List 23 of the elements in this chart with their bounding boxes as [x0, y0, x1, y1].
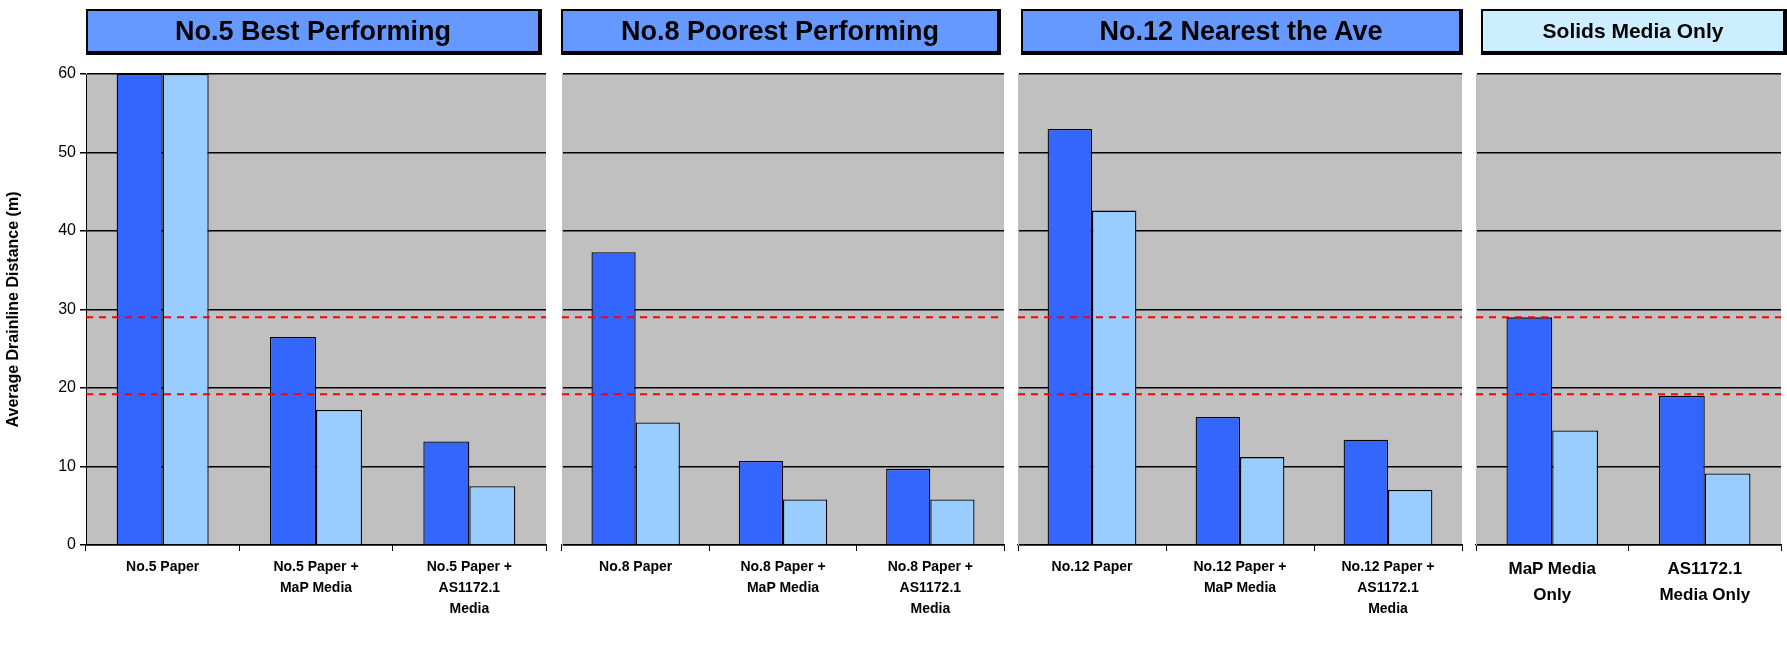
chart-title: Solids Media Only: [1481, 9, 1787, 55]
y-tick-label: 50: [58, 142, 77, 160]
y-tick-label: 40: [58, 221, 77, 239]
x-tick-label: MaP Media Only: [1508, 559, 1597, 604]
x-tick-label: No.12 Paper: [1051, 558, 1134, 575]
x-tick-label: No.12 Paper + AS1172.1 Media: [1341, 558, 1435, 617]
x-tick-label: No.8 Paper: [599, 558, 673, 575]
x-tick-label: No.8 Paper + AS1172.1 Media: [887, 558, 973, 617]
x-tick-label: No.5 Paper: [126, 558, 200, 575]
chart-title: No.5 Best Performing: [86, 9, 542, 55]
x-tick-label: No.5 Paper + AS1172.1 Media: [426, 558, 512, 617]
chart-title: No.8 Poorest Performing: [561, 9, 1001, 55]
chart-title: No.12 Nearest the Ave: [1021, 9, 1463, 55]
y-tick-label: 20: [58, 378, 77, 396]
y-tick-label: 10: [58, 456, 77, 474]
y-axis-title: Average Drainline Distance (m): [4, 191, 22, 428]
y-tick-label: 60: [58, 64, 77, 82]
x-tick-label: No.5 Paper + MaP Media: [273, 558, 359, 596]
x-tick-label: AS1172.1 Media Only: [1659, 559, 1751, 604]
x-tick-label: No.8 Paper + MaP Media: [740, 558, 826, 596]
y-tick-label: 30: [58, 299, 77, 317]
x-tick-label: No.12 Paper + MaP Media: [1193, 558, 1287, 596]
y-tick-label: 0: [67, 535, 77, 553]
